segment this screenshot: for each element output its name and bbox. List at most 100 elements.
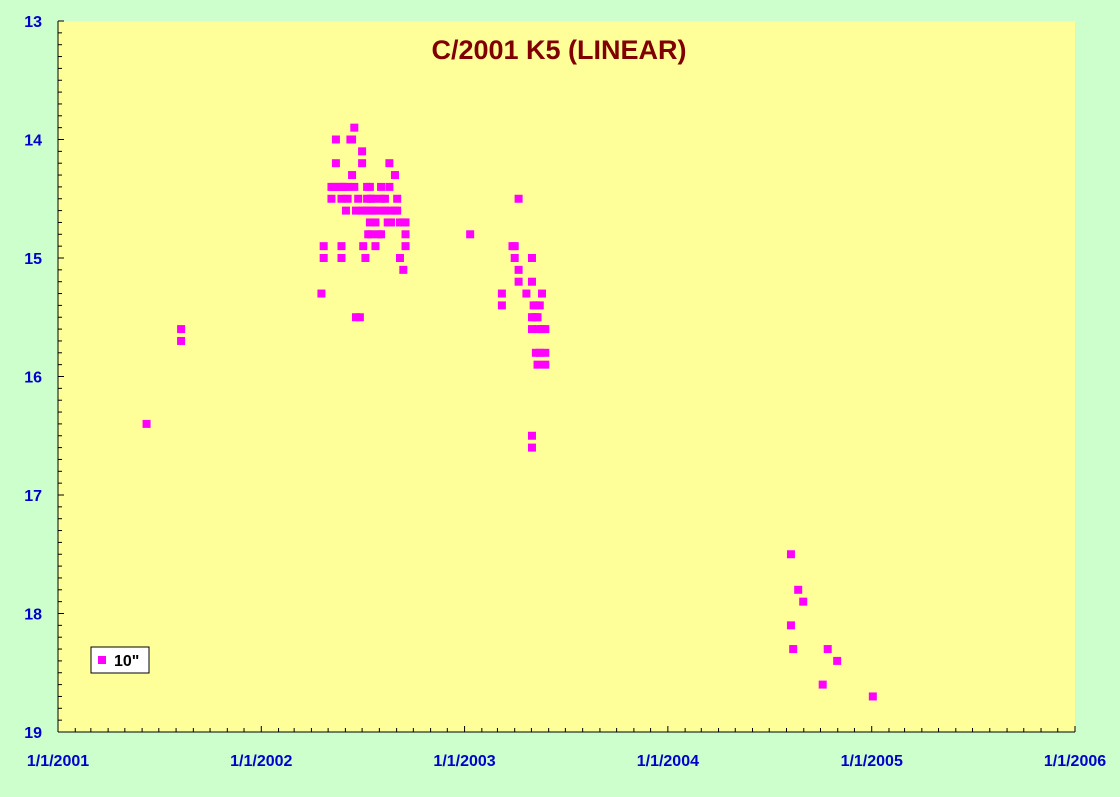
data-point bbox=[401, 242, 410, 251]
x-axis-ticks: 1/1/2001 1/1/2002 1/1/2003 1/1/2004 1/1/2005… bbox=[27, 753, 1106, 770]
data-point bbox=[514, 277, 523, 286]
x-tick-label: 1/1/2001 bbox=[27, 753, 89, 770]
data-point bbox=[533, 325, 542, 334]
data-point bbox=[367, 230, 376, 239]
data-points bbox=[142, 123, 877, 701]
data-point bbox=[786, 621, 795, 630]
data-point bbox=[385, 159, 394, 168]
data-point bbox=[348, 171, 357, 180]
data-point bbox=[331, 159, 340, 168]
data-point bbox=[317, 289, 326, 298]
data-point bbox=[541, 360, 550, 369]
data-point bbox=[329, 182, 338, 191]
data-point bbox=[361, 206, 370, 215]
data-point bbox=[377, 230, 386, 239]
x-tick-label: 1/1/2004 bbox=[637, 753, 699, 770]
data-point bbox=[786, 550, 795, 559]
data-point bbox=[401, 230, 410, 239]
data-point bbox=[535, 301, 544, 310]
data-point bbox=[514, 194, 523, 203]
data-point bbox=[371, 218, 380, 227]
data-point bbox=[497, 301, 506, 310]
data-point bbox=[337, 194, 346, 203]
data-point bbox=[399, 265, 408, 274]
data-point bbox=[794, 585, 803, 594]
y-tick-label: 15 bbox=[24, 251, 42, 268]
axes bbox=[57, 21, 1075, 733]
y-tick-label: 14 bbox=[24, 133, 42, 150]
legend-label: 10" bbox=[114, 653, 139, 670]
data-point bbox=[343, 194, 352, 203]
x-tick-label: 1/1/2005 bbox=[841, 753, 903, 770]
data-point bbox=[350, 123, 359, 132]
data-point bbox=[355, 313, 364, 322]
data-point bbox=[533, 360, 542, 369]
data-point bbox=[510, 254, 519, 262]
data-point bbox=[527, 254, 536, 262]
y-tick-label: 13 bbox=[24, 14, 42, 31]
x-tick-label: 1/1/2003 bbox=[433, 753, 495, 770]
data-point bbox=[371, 206, 380, 215]
data-point bbox=[510, 242, 519, 251]
data-point bbox=[497, 289, 506, 298]
data-point bbox=[142, 419, 151, 428]
legend-marker bbox=[98, 656, 106, 664]
data-point bbox=[380, 194, 389, 203]
data-point bbox=[401, 218, 410, 227]
data-point bbox=[337, 242, 346, 251]
data-point bbox=[331, 135, 340, 144]
legend: 10" bbox=[90, 646, 150, 674]
plot-area bbox=[58, 21, 1075, 732]
data-point bbox=[341, 206, 350, 215]
data-point bbox=[319, 242, 328, 251]
y-tick-label: 17 bbox=[24, 488, 42, 505]
data-point bbox=[377, 182, 386, 191]
data-point bbox=[537, 289, 546, 298]
x-tick-label: 1/1/2002 bbox=[230, 753, 292, 770]
data-point bbox=[395, 254, 404, 262]
y-tick-label: 19 bbox=[24, 725, 42, 742]
data-point bbox=[369, 194, 378, 203]
data-point bbox=[361, 254, 370, 262]
data-point bbox=[350, 182, 359, 191]
data-point bbox=[514, 265, 523, 274]
data-point bbox=[380, 206, 389, 215]
data-point bbox=[177, 336, 186, 345]
x-tick-label: 1/1/2006 bbox=[1044, 753, 1106, 770]
data-point bbox=[527, 277, 536, 286]
data-point bbox=[348, 135, 357, 144]
data-point bbox=[541, 348, 550, 357]
data-point bbox=[354, 194, 363, 203]
data-point bbox=[789, 645, 798, 654]
data-point bbox=[522, 289, 531, 298]
data-point bbox=[387, 218, 396, 227]
data-point bbox=[393, 206, 402, 215]
data-point bbox=[343, 182, 352, 191]
data-point bbox=[358, 147, 367, 156]
data-point bbox=[823, 645, 832, 654]
data-point bbox=[533, 313, 542, 322]
data-point bbox=[358, 159, 367, 168]
data-point bbox=[371, 242, 380, 251]
y-tick-label: 16 bbox=[24, 370, 42, 387]
data-point bbox=[466, 230, 475, 239]
y-axis-ticks: 13 14 15 16 17 18 19 bbox=[24, 14, 42, 742]
data-point bbox=[390, 171, 399, 180]
data-point bbox=[541, 325, 550, 334]
data-point bbox=[868, 692, 877, 701]
data-point bbox=[527, 443, 536, 452]
data-point bbox=[385, 182, 394, 191]
data-point bbox=[535, 348, 544, 357]
data-point bbox=[527, 431, 536, 440]
y-tick-label: 18 bbox=[24, 607, 42, 624]
data-point bbox=[319, 254, 328, 262]
data-point bbox=[351, 206, 360, 215]
data-point bbox=[365, 218, 374, 227]
data-point bbox=[359, 242, 368, 251]
data-point bbox=[527, 325, 536, 334]
data-point bbox=[327, 194, 336, 203]
chart-title: C/2001 K5 (LINEAR) bbox=[431, 35, 686, 65]
data-point bbox=[337, 254, 346, 262]
data-point bbox=[177, 325, 186, 334]
